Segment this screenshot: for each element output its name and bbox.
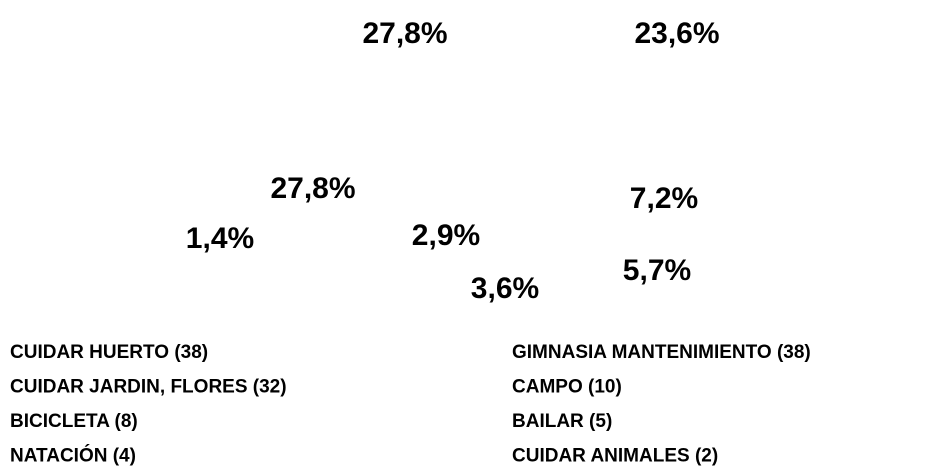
data-label: 1,4% bbox=[186, 222, 254, 255]
pie-slice bbox=[334, 86, 450, 165]
pie-slice bbox=[450, 45, 570, 187]
data-label: 5,7% bbox=[623, 254, 691, 287]
legend-entry: BAILAR (5) bbox=[512, 411, 612, 432]
legend-entry: BICICLETA (8) bbox=[10, 411, 138, 432]
data-label: 3,6% bbox=[471, 272, 539, 305]
data-label: 27,8% bbox=[270, 172, 355, 205]
legend-entry: CAMPO (10) bbox=[512, 377, 622, 398]
legend-entry: GIMNASIA MANTENIMIENTO (38) bbox=[512, 342, 811, 363]
data-label: 2,9% bbox=[412, 219, 480, 252]
data-label: 7,2% bbox=[630, 182, 698, 215]
pie-slice bbox=[439, 45, 450, 165]
pie-slice bbox=[392, 49, 450, 165]
data-label: 23,6% bbox=[634, 17, 719, 50]
pie-slice bbox=[408, 165, 569, 285]
legend-entry: NATACIÓN (4) bbox=[10, 445, 136, 467]
legend-entry: CUIDAR HUERTO (38) bbox=[10, 342, 208, 363]
legend-entry: CUIDAR ANIMALES (2) bbox=[512, 446, 718, 467]
pie-slice bbox=[329, 133, 450, 278]
legend-entry: CUIDAR JARDIN, FLORES (32) bbox=[10, 377, 287, 398]
pie-slice bbox=[359, 59, 450, 166]
data-label: 27,8% bbox=[362, 17, 447, 50]
pie-slice bbox=[417, 45, 450, 165]
